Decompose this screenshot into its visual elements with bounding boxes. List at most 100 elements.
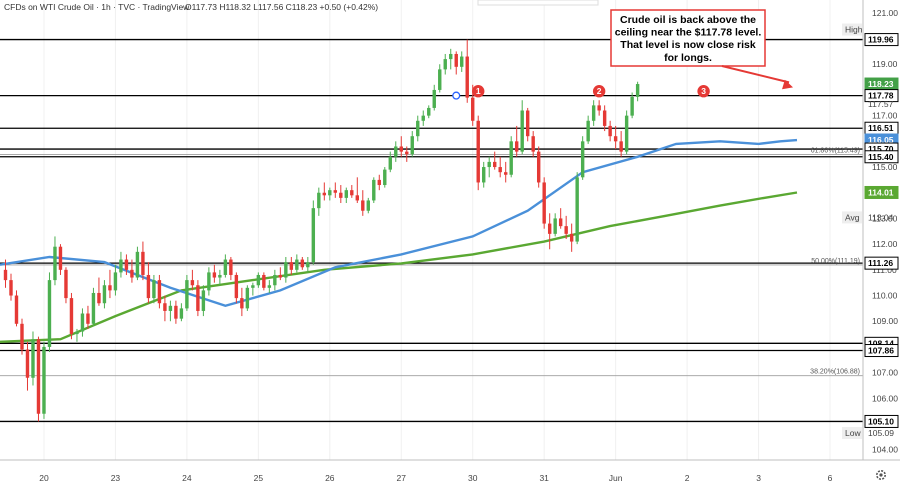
price-label-box — [864, 344, 899, 358]
price-tick-label: 106.00 — [872, 393, 898, 403]
time-tick-label: 27 — [397, 473, 407, 483]
candle-body — [113, 272, 118, 291]
candle-body — [432, 89, 436, 108]
candle-body — [223, 259, 228, 275]
candle-body — [146, 274, 151, 299]
candle-body — [366, 200, 370, 211]
candle-body — [465, 56, 469, 98]
price-tick-label: 104.00 — [872, 445, 898, 455]
candle-body — [443, 59, 447, 70]
candle-body — [124, 259, 129, 270]
candle-body — [372, 179, 376, 201]
candle-body — [25, 349, 30, 378]
callout-arrowhead — [782, 79, 794, 90]
candle-body — [234, 274, 239, 299]
time-tick-label: 26 — [325, 473, 335, 483]
ma-slow-line — [0, 191, 798, 343]
candle-body — [344, 190, 349, 198]
candle-body — [262, 274, 266, 288]
candle-body — [141, 251, 145, 275]
candle-body — [377, 179, 381, 186]
candle-body — [91, 292, 96, 324]
candle-body — [449, 53, 453, 60]
candle-body — [108, 285, 112, 291]
price-label: 105.09 — [868, 428, 894, 438]
candle-body — [212, 272, 217, 278]
price-tag: High — [845, 25, 863, 35]
time-tick-label: 31 — [539, 473, 549, 483]
candle-body — [564, 226, 568, 234]
candle-body — [624, 115, 629, 152]
price-label: 115.40 — [868, 152, 894, 162]
candle-body — [383, 169, 387, 186]
candle-body — [218, 274, 222, 278]
price-label: 116.05 — [868, 135, 894, 145]
price-label: 108.14 — [868, 338, 894, 348]
price-label: 115.70 — [868, 144, 894, 154]
candle-body — [240, 298, 244, 309]
candle-body — [317, 192, 321, 209]
candle-body — [399, 146, 403, 152]
price-label: 113.04 — [868, 212, 894, 222]
callout-box — [610, 9, 766, 67]
candles — [3, 39, 640, 422]
price-axis[interactable]: 121.00120.00119.00118.00117.00116.00115.… — [842, 8, 899, 455]
candle-body — [201, 290, 206, 311]
time-tick-label: 30 — [468, 473, 478, 483]
callout-arrow-shaft — [721, 65, 790, 84]
candle-body — [273, 274, 277, 286]
price-label-box — [864, 33, 899, 47]
symbol-title: CFDs on WTI Crude Oil · 1h · TVC · Tradi… — [4, 2, 190, 12]
candle-body — [416, 120, 420, 137]
candle-body — [482, 167, 486, 183]
time-axis[interactable]: 20 23 24 25 26 27 30 31 Jun 2 3 6 — [39, 473, 832, 483]
candle-body — [14, 295, 19, 324]
time-tick-label: 3 — [756, 473, 761, 483]
marker-badge — [472, 85, 485, 98]
candle-body — [602, 110, 607, 126]
candle-body — [355, 195, 359, 201]
candle-body — [328, 190, 332, 196]
candle-body — [289, 262, 294, 270]
candle-body — [20, 323, 24, 350]
candle-body — [311, 208, 316, 263]
price-label: 107.86 — [868, 346, 894, 356]
callout-line: Crude oil is back above the — [620, 14, 756, 26]
candle-body — [608, 125, 612, 137]
candle-body — [405, 151, 409, 155]
price-tag-box — [842, 211, 862, 224]
candle-body — [135, 251, 140, 278]
price-tag-box — [842, 23, 862, 36]
toolbar-box[interactable] — [477, 0, 599, 6]
candle-body — [410, 136, 414, 155]
price-label: 118.23 — [868, 79, 894, 89]
candle-body — [427, 107, 431, 116]
candle-body — [476, 120, 480, 183]
price-label: 117.57 — [868, 99, 894, 109]
candle-body — [295, 259, 299, 270]
candle-body — [119, 259, 123, 273]
candle-body — [157, 280, 162, 304]
price-label: 114.01 — [868, 187, 894, 197]
price-tick-label: 117.00 — [872, 111, 898, 121]
price-tick-label: 112.00 — [872, 239, 898, 249]
candle-body — [9, 280, 13, 296]
candle-body — [630, 96, 634, 116]
chart-settings-gear-icon[interactable] — [875, 469, 886, 480]
price-tick-label: 113.00 — [872, 213, 898, 223]
candle-body — [460, 56, 464, 67]
candle-body — [361, 200, 365, 211]
price-tick-label: 119.00 — [872, 59, 898, 69]
price-tick-label: 121.00 — [872, 8, 898, 18]
candle-body — [168, 305, 173, 311]
candle-body — [558, 218, 563, 227]
candle-body — [86, 313, 90, 324]
candle-body — [547, 223, 552, 234]
candle-body — [454, 53, 458, 67]
marker-2: 2 — [592, 85, 606, 98]
candle-body — [47, 280, 52, 347]
price-tick-label: 115.00 — [872, 162, 898, 172]
